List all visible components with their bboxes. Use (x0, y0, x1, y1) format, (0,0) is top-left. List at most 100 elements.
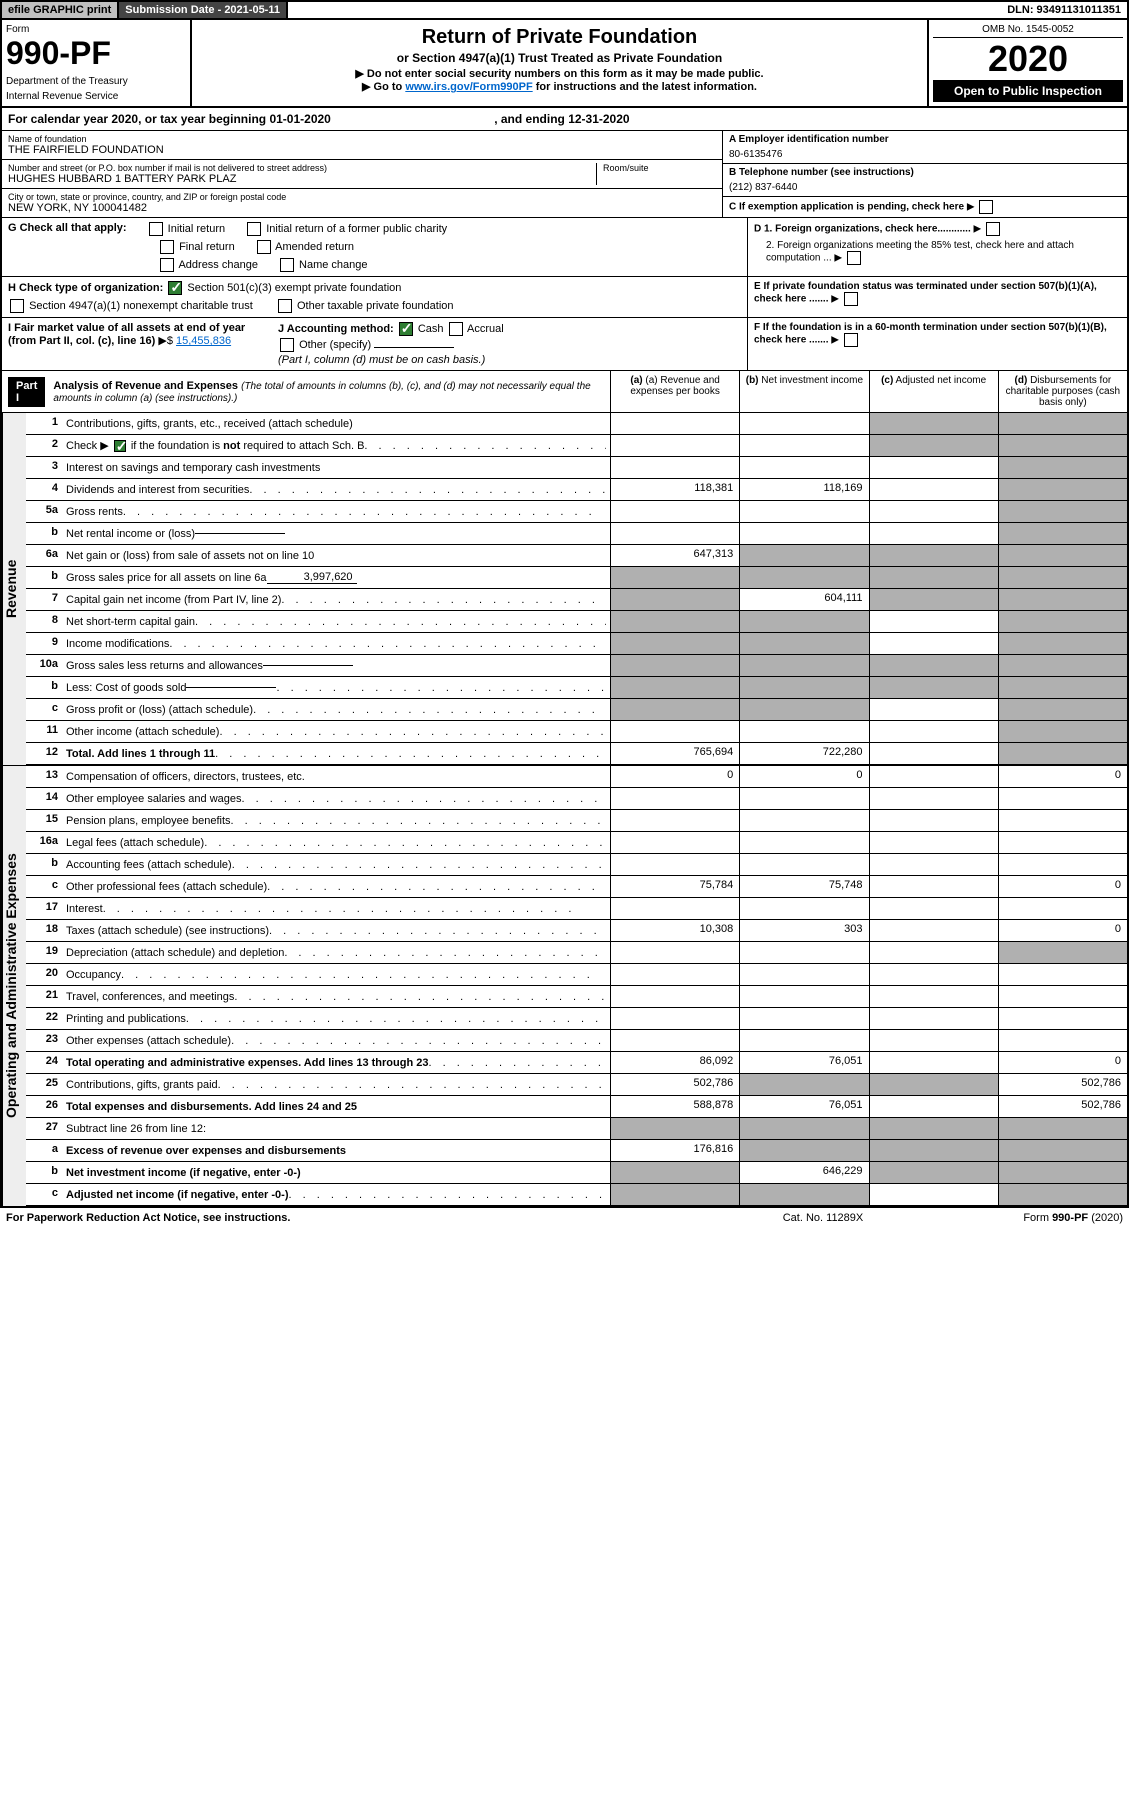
opex-section: Operating and Administrative Expenses 13… (2, 765, 1127, 1206)
line-number: b (26, 567, 62, 588)
col-a (610, 611, 739, 632)
h-checks: H Check type of organization: Section 50… (2, 277, 747, 317)
col-c (869, 743, 998, 764)
col-c (869, 854, 998, 875)
other-method-checkbox[interactable] (280, 338, 294, 352)
d1-checkbox[interactable] (986, 222, 1000, 236)
line-description: Total expenses and disbursements. Add li… (62, 1096, 610, 1117)
opex-side-label: Operating and Administrative Expenses (2, 766, 26, 1206)
foundation-name: THE FAIRFIELD FOUNDATION (8, 144, 716, 156)
line-number: 22 (26, 1008, 62, 1029)
col-c (869, 1030, 998, 1051)
fmv-value[interactable]: 15,455,836 (176, 335, 231, 347)
top-bar: efile GRAPHIC print Submission Date - 20… (2, 2, 1127, 20)
revenue-side-label: Revenue (2, 413, 26, 765)
f-checkbox[interactable] (844, 333, 858, 347)
col-d (998, 655, 1127, 676)
col-c-header: (c) Adjusted net income (869, 371, 998, 412)
col-b: 118,169 (739, 479, 868, 500)
line-number: 5a (26, 501, 62, 522)
line-row: cGross profit or (loss) (attach schedule… (26, 699, 1127, 721)
col-c (869, 920, 998, 941)
col-c (869, 1140, 998, 1161)
e-checkbox[interactable] (844, 292, 858, 306)
other-taxable-checkbox[interactable] (278, 299, 292, 313)
col-c (869, 567, 998, 588)
i-j-section: I Fair market value of all assets at end… (2, 318, 1127, 371)
line-cols: 75,78475,7480 (610, 876, 1127, 897)
col-b (739, 567, 868, 588)
line-cols (610, 699, 1127, 720)
line-number: c (26, 876, 62, 897)
line-cols (610, 435, 1127, 456)
cash-checkbox[interactable] (399, 322, 413, 336)
line-description: Gross sales price for all assets on line… (62, 567, 610, 588)
col-a: 0 (610, 766, 739, 787)
city-cell: City or town, state or province, country… (2, 189, 722, 217)
col-a (610, 898, 739, 919)
col-c (869, 633, 998, 654)
tel-value: (212) 837-6440 (729, 182, 1121, 193)
col-b (739, 545, 868, 566)
col-d (998, 435, 1127, 456)
revenue-lines: 1Contributions, gifts, grants, etc., rec… (26, 413, 1127, 765)
submission-date: Submission Date - 2021-05-11 (119, 2, 288, 18)
col-d: 0 (998, 876, 1127, 897)
col-a: 588,878 (610, 1096, 739, 1117)
col-b: 303 (739, 920, 868, 941)
col-b (739, 523, 868, 544)
col-c (869, 1008, 998, 1029)
col-d (998, 479, 1127, 500)
col-c (869, 810, 998, 831)
efile-label[interactable]: efile GRAPHIC print (2, 2, 119, 18)
line-number: 23 (26, 1030, 62, 1051)
line-number: 11 (26, 721, 62, 742)
line-cols: 000 (610, 766, 1127, 787)
line-row: 1Contributions, gifts, grants, etc., rec… (26, 413, 1127, 435)
col-c (869, 677, 998, 698)
line-row: 18Taxes (attach schedule) (see instructi… (26, 920, 1127, 942)
year-begin: 01-01-2020 (269, 112, 330, 126)
line-description: Other expenses (attach schedule) (62, 1030, 610, 1051)
address-change-checkbox[interactable] (160, 258, 174, 272)
col-b: 76,051 (739, 1096, 868, 1117)
line-row: 3Interest on savings and temporary cash … (26, 457, 1127, 479)
initial-former-checkbox[interactable] (247, 222, 261, 236)
col-c (869, 699, 998, 720)
d2-checkbox[interactable] (847, 251, 861, 265)
c-checkbox[interactable] (979, 200, 993, 214)
name-change-checkbox[interactable] (280, 258, 294, 272)
line-description: Total. Add lines 1 through 11 (62, 743, 610, 764)
sec4947-checkbox[interactable] (10, 299, 24, 313)
footer-left: For Paperwork Reduction Act Notice, see … (6, 1212, 723, 1224)
col-a: 176,816 (610, 1140, 739, 1161)
col-a (610, 721, 739, 742)
line-cols: 647,313 (610, 545, 1127, 566)
line-row: aExcess of revenue over expenses and dis… (26, 1140, 1127, 1162)
col-b (739, 721, 868, 742)
col-a (610, 501, 739, 522)
line-description: Other income (attach schedule) (62, 721, 610, 742)
col-a (610, 435, 739, 456)
line-cols: 646,229 (610, 1162, 1127, 1183)
col-c (869, 479, 998, 500)
col-a: 75,784 (610, 876, 739, 897)
col-d (998, 611, 1127, 632)
line-number: b (26, 523, 62, 544)
col-d (998, 832, 1127, 853)
col-c (869, 1096, 998, 1117)
line-cols: 588,87876,051502,786 (610, 1096, 1127, 1117)
line-cols (610, 832, 1127, 853)
irs-link[interactable]: www.irs.gov/Form990PF (405, 81, 532, 93)
line-description: Subtract line 26 from line 12: (62, 1118, 610, 1139)
col-a (610, 457, 739, 478)
ein-value: 80-6135476 (729, 149, 1121, 160)
sec501-checkbox[interactable] (168, 281, 182, 295)
accrual-checkbox[interactable] (449, 322, 463, 336)
line-description: Occupancy (62, 964, 610, 985)
amended-return-checkbox[interactable] (257, 240, 271, 254)
line-number: 17 (26, 898, 62, 919)
line-row: 8Net short-term capital gain (26, 611, 1127, 633)
final-return-checkbox[interactable] (160, 240, 174, 254)
initial-return-checkbox[interactable] (149, 222, 163, 236)
